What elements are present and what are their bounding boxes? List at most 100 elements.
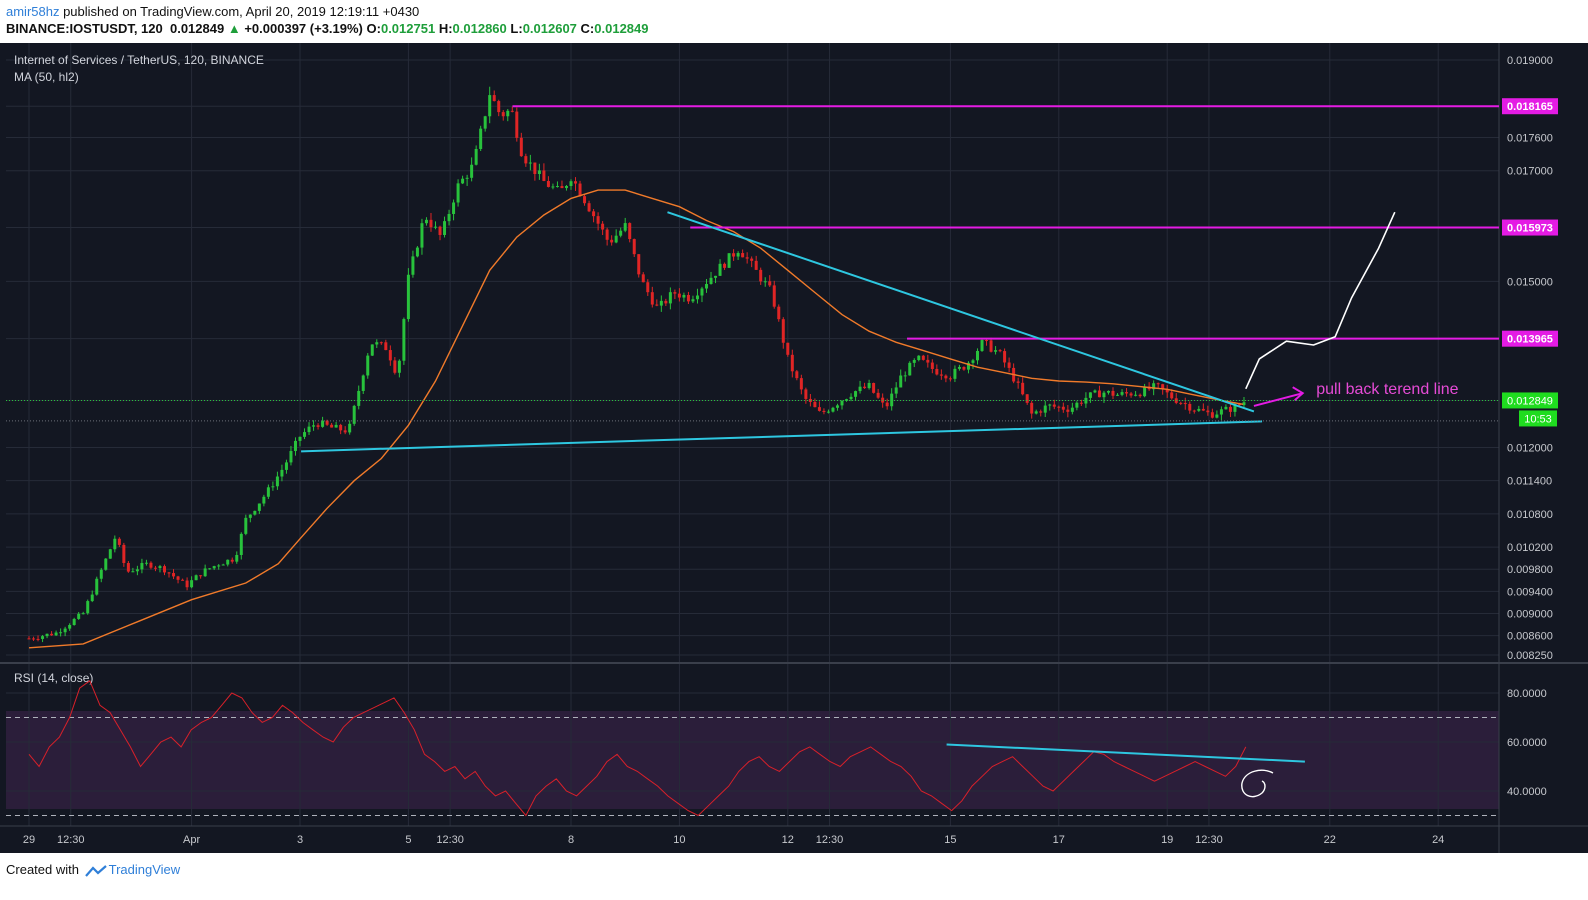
candle-body <box>628 223 632 240</box>
candle-body <box>835 405 839 408</box>
price-axis-label: 0.015000 <box>1507 276 1553 288</box>
candle-body <box>393 360 397 373</box>
level-price-tag <box>1502 219 1558 236</box>
ohlc-line: BINANCE:IOSTUSDT, 120 0.012849 ▲ +0.0003… <box>6 21 649 36</box>
candle-body <box>343 430 347 433</box>
low-label: L: <box>510 21 523 36</box>
price-axis-label: 0.017600 <box>1507 132 1553 144</box>
candle-body <box>429 219 433 228</box>
candle-body <box>1111 390 1115 396</box>
time-axis-label: 15 <box>944 834 956 846</box>
candle-body <box>1084 397 1088 404</box>
candle-body <box>1233 404 1237 412</box>
candle-body <box>497 101 501 113</box>
candle-body <box>528 162 532 164</box>
candle-body <box>1224 406 1228 410</box>
chart-area[interactable]: 0.018165 0.015973 0.013965 0.012849 10:53 pul… <box>0 43 1588 855</box>
candle-body <box>1188 403 1192 411</box>
tradingview-logo-icon <box>84 864 107 877</box>
candle-body <box>1106 390 1110 393</box>
candle-body <box>185 580 189 588</box>
annotation-arrow <box>1253 392 1303 407</box>
candle-body <box>1057 406 1061 408</box>
candle-body <box>899 375 903 388</box>
candle-body <box>894 387 898 394</box>
candle-body <box>610 239 614 243</box>
candle-body <box>54 632 58 636</box>
candle-body <box>181 579 185 581</box>
candle-body <box>682 294 686 298</box>
ma-legend: MA (50, hl2) <box>14 70 79 84</box>
author-link[interactable]: amir58hz <box>6 4 60 19</box>
candle-body <box>470 164 474 178</box>
candle-body <box>262 496 266 504</box>
projection-curve <box>1245 211 1396 390</box>
candle-body <box>226 559 230 565</box>
candle-body <box>1143 386 1147 397</box>
level-price-label: 0.018165 <box>1507 101 1553 113</box>
annotation-text: pull back terend line <box>1316 381 1458 398</box>
candle-body <box>235 554 239 562</box>
candle-body <box>456 183 460 203</box>
candle-body <box>799 378 803 390</box>
candle-body <box>574 181 578 184</box>
created-with: Created with <box>6 862 79 877</box>
candle-body <box>370 344 374 356</box>
candle-body <box>131 571 135 573</box>
candle-body <box>718 263 722 276</box>
time-axis-label: 12:30 <box>1195 834 1223 846</box>
candle-body <box>63 628 67 633</box>
candle-body <box>709 277 713 284</box>
candle-body <box>221 564 225 566</box>
price-axis-label: 0.009000 <box>1507 608 1553 620</box>
candle-body <box>325 420 329 425</box>
candle-body <box>912 360 916 363</box>
time-axis-label: 10 <box>673 834 685 846</box>
candle-body <box>1102 392 1106 398</box>
candle-body <box>641 274 645 283</box>
arrow-head-icon <box>1292 386 1305 401</box>
countdown-label: 10:53 <box>1524 413 1552 425</box>
candle-body <box>1183 403 1187 405</box>
candle-body <box>732 253 736 257</box>
candle-body <box>1043 405 1047 413</box>
candle-body <box>921 355 925 360</box>
candle-body <box>126 563 130 572</box>
candle-body <box>239 533 243 555</box>
candle-body <box>1048 404 1052 406</box>
candle-body <box>1025 394 1029 403</box>
candle-body <box>691 299 695 302</box>
candle-body <box>140 563 144 570</box>
candle-body <box>564 185 568 189</box>
candle-body <box>781 319 785 343</box>
candle-body <box>1242 402 1246 406</box>
time-axis-label: 22 <box>1324 834 1336 846</box>
time-axis-label: 12:30 <box>436 834 464 846</box>
candle-body <box>172 573 176 577</box>
candle-body <box>415 247 419 257</box>
candle-body <box>953 368 957 379</box>
candle-body <box>854 391 858 397</box>
open-label: O: <box>366 21 381 36</box>
candle-body <box>1237 404 1241 406</box>
price-axis-label: 0.017000 <box>1507 166 1553 178</box>
candle-body <box>1088 392 1092 398</box>
candle-body <box>375 342 379 345</box>
candle-body <box>962 366 966 370</box>
candle-body <box>1215 414 1219 418</box>
tradingview-link[interactable]: TradingView <box>108 862 181 877</box>
candle-body <box>646 282 650 293</box>
candle-body <box>1079 402 1083 404</box>
candle-body <box>876 392 880 398</box>
candle-body <box>1156 383 1160 385</box>
candle-body <box>483 116 487 129</box>
candle-body <box>474 148 478 165</box>
rsi-circle-mark <box>1241 769 1274 798</box>
price-axis-label: 0.008600 <box>1507 631 1553 643</box>
candle-body <box>293 440 297 452</box>
candle-body <box>980 340 984 351</box>
time-axis-label: 12:30 <box>816 834 844 846</box>
candle-body <box>989 340 993 352</box>
price-axis-label: 0.010200 <box>1507 542 1553 554</box>
candle-body <box>479 128 483 149</box>
